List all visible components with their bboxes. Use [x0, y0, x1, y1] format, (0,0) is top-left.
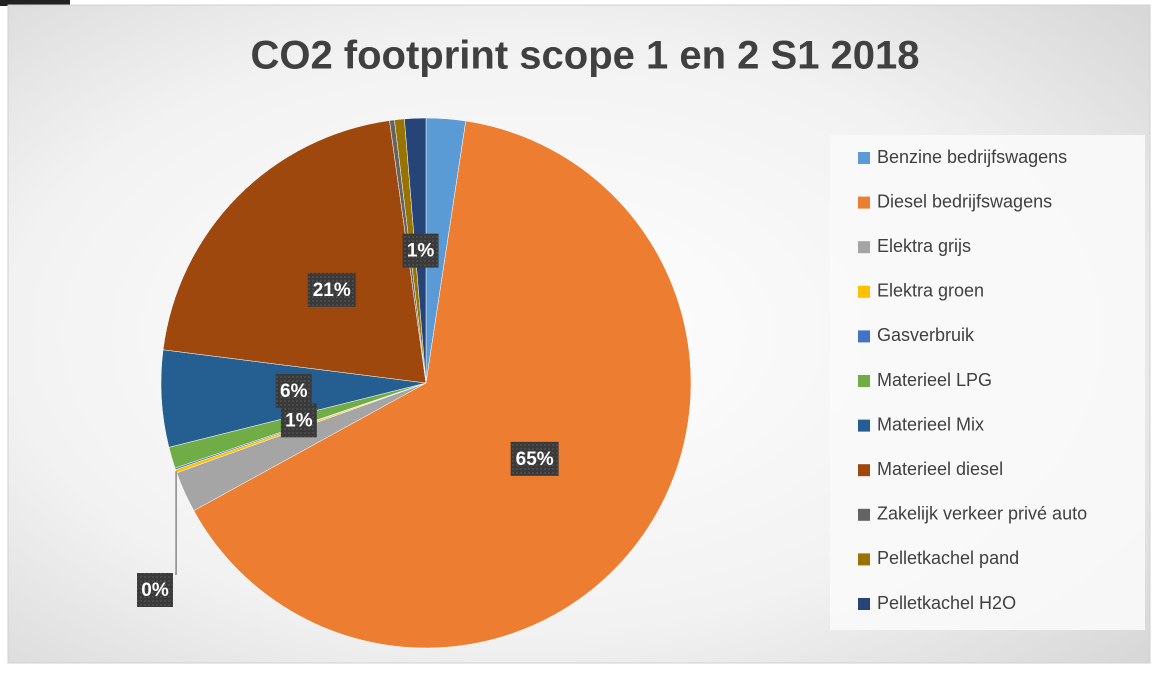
leader-line: [175, 471, 177, 575]
data-label: 0%: [141, 580, 169, 601]
data-label-box: [402, 233, 439, 268]
legend-swatch: [858, 464, 870, 477]
legend-swatch: [858, 330, 870, 343]
data-label: 65%: [516, 449, 554, 470]
legend-label: Gasverbruik: [877, 325, 975, 345]
pie-slice: [162, 120, 427, 384]
legend-box: [830, 135, 1145, 630]
legend-swatch: [858, 375, 870, 387]
legend-swatch: [858, 285, 870, 298]
legend-swatch: [858, 241, 870, 254]
legend-swatch: [858, 196, 870, 209]
legend-swatch: [858, 598, 870, 610]
data-label: 6%: [280, 381, 308, 402]
data-label-box: [275, 373, 312, 408]
pie-slice: [193, 120, 692, 649]
legend-swatch: [858, 508, 870, 521]
slide-fragment: [0, 0, 70, 6]
chart-title: CO2 footprint scope 1 en 2 S1 2018: [250, 34, 919, 78]
data-label-box: [510, 441, 559, 476]
legend-label: Materieel LPG: [877, 370, 992, 390]
legend-label: Zakelijk verkeer privé auto: [877, 504, 1087, 524]
legend-label: Materieel Mix: [877, 414, 984, 434]
data-label-box: [307, 272, 356, 307]
data-label-box: [280, 403, 317, 438]
data-label: 21%: [313, 280, 351, 301]
legend-label: Diesel bedrijfswagens: [877, 191, 1052, 211]
legend-label: Pelletkachel pand: [877, 548, 1019, 568]
legend-swatch: [858, 553, 870, 566]
legend-swatch: [858, 419, 870, 432]
data-label: 1%: [407, 241, 435, 262]
legend-label: Elektra groen: [877, 281, 984, 301]
data-label-box: [137, 573, 173, 607]
data-label: 1%: [285, 410, 313, 431]
legend-label: Pelletkachel H2O: [877, 593, 1016, 613]
legend-label: Elektra grijs: [877, 236, 971, 256]
legend-label: Materieel diesel: [877, 459, 1003, 479]
legend-swatch: [858, 152, 870, 164]
legend-label: Benzine bedrijfswagens: [877, 147, 1067, 167]
